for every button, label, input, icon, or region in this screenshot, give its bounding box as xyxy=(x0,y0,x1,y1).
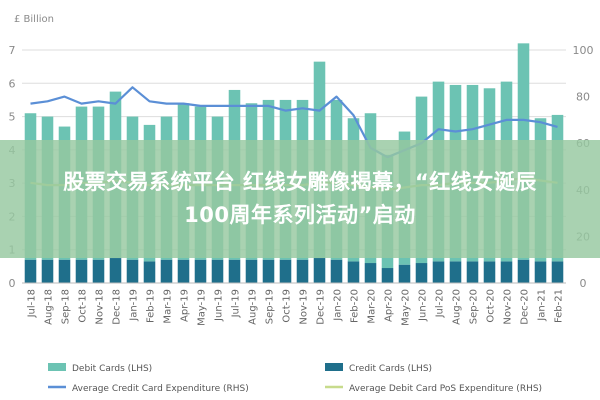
bar-credit-cards xyxy=(126,259,139,283)
x-axis: Jul-18 Aug-18 Sep-18 Oct-18 Nov-18 Dec-18 Jan-… xyxy=(22,282,566,326)
left-axis-label: £ Billion xyxy=(14,14,54,25)
right-tick-label: 100 xyxy=(573,44,594,57)
bar-credit-cards xyxy=(398,264,411,283)
x-tick-label: Nov-20 xyxy=(503,289,514,325)
bar-credit-cards xyxy=(160,259,173,283)
headline-banner: 股票交易系统平台 红线女雕像揭幕，“红线女诞辰 100周年系列活动”启动 xyxy=(0,140,600,258)
bar-credit-cards xyxy=(143,261,156,283)
x-tick-label: Nov-19 xyxy=(299,289,310,325)
legend-label: Credit Cards (LHS) xyxy=(349,364,432,374)
x-tick-label: Nov-18 xyxy=(95,289,106,325)
legend-label: Debit Cards (LHS) xyxy=(72,364,152,374)
bar-credit-cards xyxy=(364,263,377,283)
bar-credit-cards xyxy=(534,261,547,283)
bar-credit-cards xyxy=(415,263,428,283)
x-tick-label: Apr-20 xyxy=(384,289,395,322)
bar-credit-cards xyxy=(296,259,309,283)
x-tick-label: Jan-20 xyxy=(333,289,344,322)
left-tick-label: 5 xyxy=(9,111,16,124)
bar-credit-cards xyxy=(381,268,394,283)
x-tick-label: Jul-18 xyxy=(27,289,38,318)
bar-credit-cards xyxy=(347,261,360,283)
x-tick-label: Oct-19 xyxy=(282,289,293,323)
left-tick-label: 0 xyxy=(9,277,16,290)
left-tick-label: 6 xyxy=(9,77,16,90)
bar-credit-cards xyxy=(194,259,207,283)
x-tick-label: Oct-20 xyxy=(486,289,497,323)
legend-swatch xyxy=(48,363,66,371)
bar-credit-cards xyxy=(483,261,496,283)
x-tick-label: Aug-18 xyxy=(44,289,55,325)
left-tick-label: 7 xyxy=(9,44,16,57)
x-tick-label: Jun-19 xyxy=(214,289,225,322)
x-tick-label: Dec-20 xyxy=(520,289,531,325)
bar-credit-cards xyxy=(279,259,292,283)
headline-line-2: 100周年系列活动”启动 xyxy=(184,203,416,227)
x-tick-label: Aug-20 xyxy=(452,289,463,325)
legend: Debit Cards (LHS) Credit Cards (LHS) Avera… xyxy=(48,363,542,394)
legend-label: Average Credit Card Expenditure (RHS) xyxy=(72,384,249,394)
bar-credit-cards xyxy=(92,259,105,283)
x-tick-label: Mar-20 xyxy=(367,289,378,324)
bar-credit-cards xyxy=(551,261,564,283)
bar-credit-cards xyxy=(211,259,224,283)
bar-credit-cards xyxy=(75,259,88,283)
x-tick-label: Aug-19 xyxy=(248,289,259,325)
x-tick-label: Feb-21 xyxy=(554,289,565,323)
x-tick-label: Dec-18 xyxy=(112,289,123,325)
line-avg-credit-card-expenditure xyxy=(30,86,558,159)
bar-credit-cards xyxy=(432,261,445,283)
bar-credit-cards xyxy=(466,261,479,283)
bar-credit-cards xyxy=(24,259,37,283)
bar-credit-cards xyxy=(313,258,326,283)
x-tick-label: Feb-20 xyxy=(350,289,361,323)
right-tick-label: 80 xyxy=(576,91,590,104)
x-tick-label: May-20 xyxy=(401,289,412,326)
x-tick-label: Jan-19 xyxy=(129,289,140,322)
bar-credit-cards xyxy=(245,259,258,283)
headline-line-1: 股票交易系统平台 红线女雕像揭幕，“红线女诞辰 xyxy=(63,170,537,195)
legend-swatch xyxy=(325,363,343,371)
x-tick-label: Apr-19 xyxy=(180,289,191,322)
legend-label: Average Debit Card PoS Expenditure (RHS) xyxy=(349,384,542,394)
x-tick-label: Jun-20 xyxy=(418,289,429,322)
right-tick-label: 0 xyxy=(580,277,587,290)
x-tick-label: Jul-19 xyxy=(231,289,242,318)
bar-credit-cards xyxy=(500,261,513,283)
bar-credit-cards xyxy=(177,259,190,283)
bar-credit-cards xyxy=(109,258,122,283)
bar-credit-cards xyxy=(330,259,343,283)
x-tick-label: Jul-20 xyxy=(435,289,446,318)
bar-credit-cards xyxy=(449,261,462,283)
bar-credit-cards xyxy=(58,259,71,283)
bar-credit-cards xyxy=(228,259,241,283)
x-tick-label: Oct-18 xyxy=(78,289,89,323)
x-tick-label: May-19 xyxy=(197,289,208,326)
bar-credit-cards xyxy=(517,259,530,283)
x-tick-label: Sep-18 xyxy=(61,289,72,324)
bar-credit-cards xyxy=(41,259,54,283)
x-tick-label: Sep-20 xyxy=(469,289,480,324)
x-tick-label: Dec-19 xyxy=(316,289,327,325)
x-tick-label: Mar-19 xyxy=(163,289,174,324)
x-tick-label: Jan-21 xyxy=(537,289,548,322)
x-tick-label: Feb-19 xyxy=(146,289,157,323)
x-tick-label: Sep-19 xyxy=(265,289,276,324)
bar-credit-cards xyxy=(262,259,275,283)
